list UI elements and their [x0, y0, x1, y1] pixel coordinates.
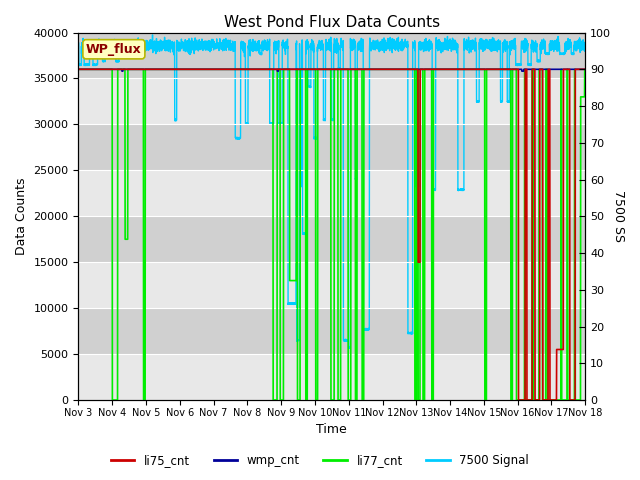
Bar [79, 33, 585, 79]
Text: WP_flux: WP_flux [86, 43, 141, 56]
Bar [79, 124, 585, 170]
Title: West Pond Flux Data Counts: West Pond Flux Data Counts [224, 15, 440, 30]
Bar [79, 216, 585, 262]
X-axis label: Time: Time [316, 423, 348, 436]
Bar [79, 308, 585, 354]
Y-axis label: 7500 SS: 7500 SS [612, 190, 625, 242]
Legend: li75_cnt, wmp_cnt, li77_cnt, 7500 Signal: li75_cnt, wmp_cnt, li77_cnt, 7500 Signal [106, 449, 534, 472]
Y-axis label: Data Counts: Data Counts [15, 178, 28, 255]
